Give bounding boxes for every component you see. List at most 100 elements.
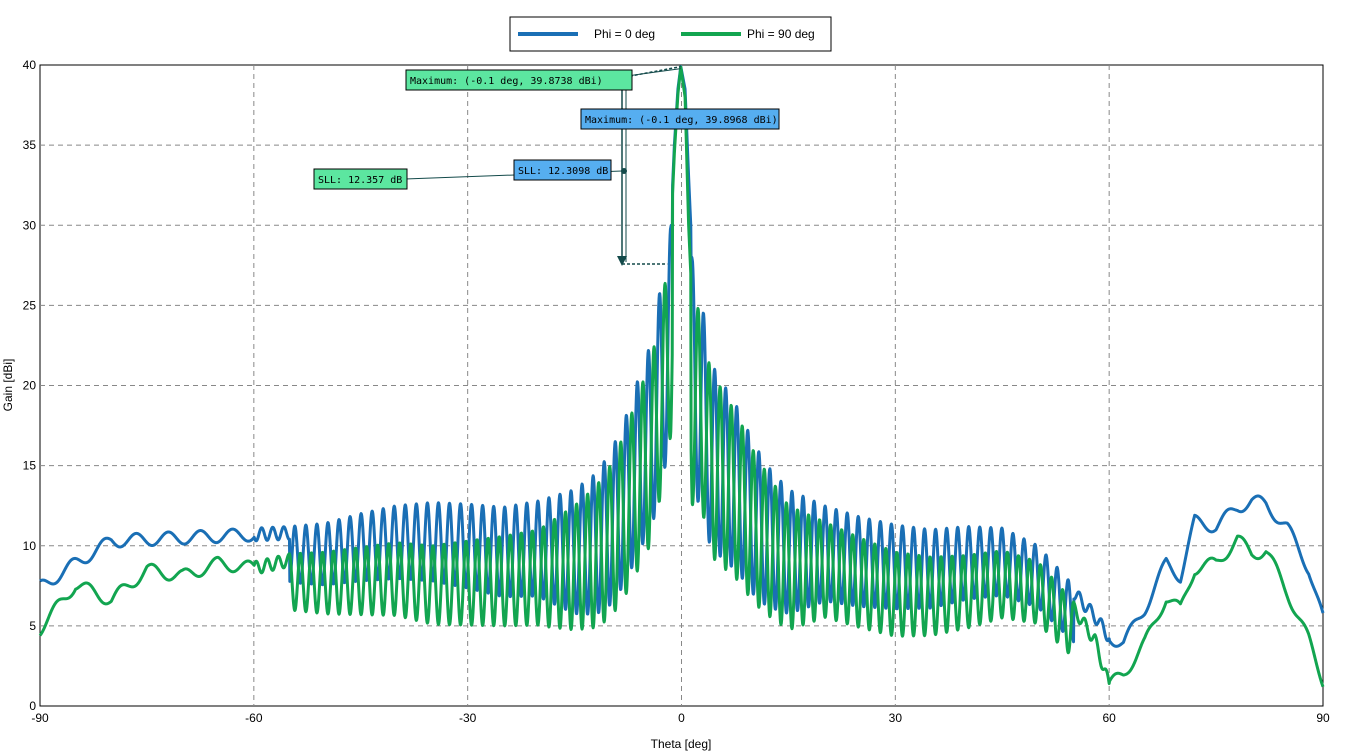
data-point	[723, 393, 725, 395]
y-axis-label: Gain [dBi]	[1, 359, 15, 412]
series-lines	[38, 65, 1325, 688]
data-point	[502, 506, 504, 508]
x-tick-label: 30	[889, 711, 903, 725]
legend-label-phi-0: Phi = 0 deg	[594, 27, 655, 41]
data-point	[1308, 633, 1310, 635]
data-point	[1073, 585, 1075, 587]
data-point	[431, 501, 433, 503]
data-point	[688, 224, 690, 226]
data-point	[1194, 514, 1196, 516]
data-point	[110, 593, 112, 595]
data-point	[766, 465, 768, 467]
data-point	[146, 532, 148, 534]
y-tick-label: 30	[23, 218, 37, 232]
data-point	[1286, 521, 1288, 523]
data-point	[360, 546, 362, 548]
data-point	[1122, 667, 1124, 669]
data-point	[659, 304, 661, 306]
data-point	[859, 537, 861, 539]
x-tick-label: 60	[1102, 711, 1116, 725]
data-point	[1251, 546, 1253, 548]
data-point	[595, 485, 597, 487]
data-point	[467, 503, 469, 505]
data-point	[39, 580, 41, 582]
data-point	[217, 556, 219, 558]
data-point	[324, 551, 326, 553]
data-point	[659, 288, 661, 290]
x-tick-label: -30	[459, 711, 477, 725]
data-point	[966, 554, 968, 556]
data-point	[1236, 532, 1238, 534]
data-point	[1251, 493, 1253, 495]
y-tick-label: 10	[23, 539, 37, 553]
data-point	[146, 562, 148, 564]
data-point	[574, 505, 576, 507]
annotations: Maximum: (-0.1 deg, 39.8738 dBi) Maximum:…	[313, 65, 780, 266]
data-point	[324, 522, 326, 524]
data-point	[966, 526, 968, 528]
y-tick-label: 35	[23, 138, 37, 152]
data-point	[1194, 561, 1196, 563]
data-point	[182, 530, 184, 532]
series-line-phi-90	[38, 65, 1325, 688]
data-point	[360, 513, 362, 515]
data-point	[595, 473, 597, 475]
data-point	[623, 420, 625, 422]
data-point	[39, 622, 41, 624]
data-point	[670, 232, 672, 234]
data-point	[666, 272, 668, 274]
data-point	[1165, 590, 1167, 592]
x-tick-label: 0	[678, 711, 685, 725]
y-tick-label: 40	[23, 58, 37, 72]
y-tick-label: 25	[23, 298, 37, 312]
data-point	[1001, 527, 1003, 529]
data-point	[709, 368, 711, 370]
data-point	[638, 376, 640, 378]
data-point	[1179, 569, 1181, 571]
annotation-sll-phi-90-text: SLL: 12.357 dB	[318, 175, 402, 186]
data-point	[695, 304, 697, 306]
data-point	[538, 529, 540, 531]
data-point	[894, 551, 896, 553]
data-point	[823, 521, 825, 523]
data-point	[431, 545, 433, 547]
data-point	[702, 308, 704, 310]
data-point	[1073, 601, 1075, 603]
data-point	[75, 556, 77, 558]
annotation-sll-phi-0-text: SLL: 12.3098 dB	[518, 166, 608, 177]
data-point	[738, 417, 740, 419]
data-point	[75, 577, 77, 579]
data-point	[1322, 673, 1324, 675]
x-axis-label: Theta [deg]	[651, 737, 712, 751]
data-point	[766, 473, 768, 475]
data-point	[787, 489, 789, 491]
data-point	[395, 505, 397, 507]
data-point	[1322, 612, 1324, 614]
data-point	[1265, 497, 1267, 499]
data-point	[684, 96, 686, 98]
data-point	[538, 500, 540, 502]
data-point	[609, 452, 611, 454]
legend-label-phi-90: Phi = 90 deg	[747, 27, 815, 41]
data-point	[574, 489, 576, 491]
data-point	[253, 527, 255, 529]
data-point	[1236, 500, 1238, 502]
y-tick-label: 15	[23, 459, 37, 473]
x-tick-label: 90	[1316, 711, 1330, 725]
data-point	[738, 409, 740, 411]
annotation-maximum-phi-90: Maximum: (-0.1 deg, 39.8738 dBi)	[405, 69, 633, 91]
data-point	[752, 441, 754, 443]
data-point	[1179, 602, 1181, 604]
data-point	[1215, 519, 1217, 521]
data-point	[288, 553, 290, 555]
data-point	[723, 385, 725, 387]
data-point	[395, 542, 397, 544]
data-point	[930, 529, 932, 531]
data-point	[1108, 630, 1110, 632]
data-point	[1094, 633, 1096, 635]
data-point	[110, 534, 112, 536]
data-point	[930, 556, 932, 558]
annotation-sll-phi-0: SLL: 12.3098 dB	[513, 159, 612, 181]
annotation-maximum-phi-0-text: Maximum: (-0.1 deg, 39.8968 dBi)	[585, 115, 778, 126]
